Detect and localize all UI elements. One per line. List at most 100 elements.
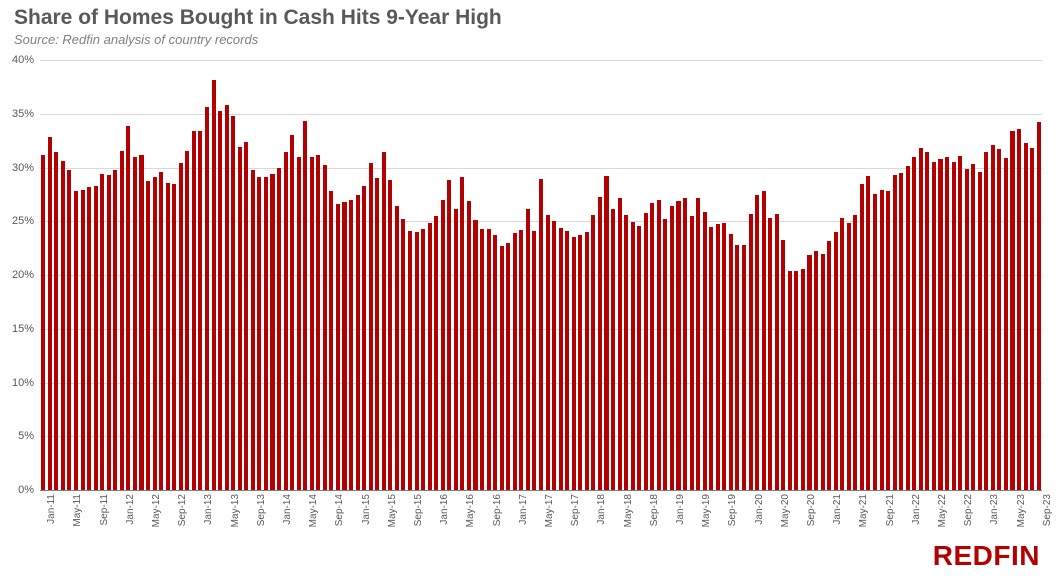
bar [185, 151, 189, 490]
bars [40, 60, 1042, 490]
x-axis-label: May-19 [701, 494, 712, 527]
bar [113, 170, 117, 490]
bar [762, 191, 766, 490]
bar [251, 170, 255, 490]
bar [1030, 148, 1034, 490]
bar [316, 155, 320, 490]
x-axis-label: May-18 [623, 494, 634, 527]
x-axis-label: Jan-23 [989, 494, 1000, 525]
y-axis-label: 0% [0, 484, 34, 496]
x-axis-label: Jan-19 [675, 494, 686, 525]
bar [572, 237, 576, 490]
bar [696, 198, 700, 490]
bar [978, 172, 982, 490]
bar [395, 206, 399, 490]
bar [821, 254, 825, 491]
bar [618, 198, 622, 490]
bar [827, 241, 831, 490]
bar [231, 116, 235, 490]
bar [729, 234, 733, 490]
bar [591, 215, 595, 490]
x-axis-label: May-12 [151, 494, 162, 527]
bar [166, 183, 170, 490]
x-axis-label: Jan-14 [282, 494, 293, 525]
bar [919, 148, 923, 490]
x-axis-label: Jan-21 [832, 494, 843, 525]
bar [362, 186, 366, 490]
bar [421, 229, 425, 490]
bar [139, 155, 143, 490]
bar [552, 221, 556, 490]
bar [441, 200, 445, 490]
bar [735, 245, 739, 490]
x-axis-label: May-15 [387, 494, 398, 527]
bar [899, 173, 903, 490]
bar [755, 195, 759, 490]
bar [539, 179, 543, 490]
bar [342, 202, 346, 490]
x-axis-label: Jan-16 [439, 494, 450, 525]
bar [120, 151, 124, 490]
bar [657, 200, 661, 490]
y-axis-label: 15% [0, 323, 34, 335]
gridline [40, 490, 1042, 491]
bar [460, 177, 464, 490]
bar [532, 231, 536, 490]
x-axis-label: May-23 [1016, 494, 1027, 527]
y-axis-label: 30% [0, 162, 34, 174]
bar [408, 231, 412, 490]
x-axis-label: Jan-12 [125, 494, 136, 525]
bar [172, 184, 176, 490]
bar [984, 152, 988, 490]
bar [991, 145, 995, 490]
bar [401, 219, 405, 490]
bar [369, 163, 373, 490]
x-axis-label: Sep-21 [885, 494, 896, 526]
x-axis-label: Jan-20 [754, 494, 765, 525]
bar [506, 243, 510, 490]
x-axis-label: Sep-15 [413, 494, 424, 526]
bar [356, 195, 360, 490]
bar [637, 226, 641, 490]
bar [670, 206, 674, 490]
bar [225, 105, 229, 490]
bar [912, 157, 916, 490]
bar [41, 155, 45, 490]
x-axis-label: Jan-13 [203, 494, 214, 525]
bar [565, 231, 569, 490]
bar [133, 157, 137, 490]
x-axis-label: Sep-13 [256, 494, 267, 526]
bar [611, 209, 615, 490]
plot-area: 0%5%10%15%20%25%30%35%40%Jan-11May-11Sep… [40, 60, 1042, 490]
bar [126, 126, 130, 490]
bar [487, 229, 491, 490]
bar [644, 213, 648, 490]
bar [48, 137, 52, 490]
x-axis-label: Jan-22 [911, 494, 922, 525]
bar [500, 246, 504, 490]
bar [801, 269, 805, 490]
bar [284, 152, 288, 490]
bar [336, 204, 340, 490]
x-axis-label: May-21 [858, 494, 869, 527]
bar [749, 214, 753, 490]
bar [794, 271, 798, 490]
y-axis-label: 35% [0, 108, 34, 120]
bar [938, 159, 942, 490]
bar [1004, 158, 1008, 490]
x-axis-label: May-22 [937, 494, 948, 527]
x-axis-label: Jan-18 [596, 494, 607, 525]
bar [107, 175, 111, 490]
bar [676, 201, 680, 490]
x-axis-label: Sep-11 [99, 494, 110, 526]
bar [198, 131, 202, 490]
bar [683, 198, 687, 490]
x-axis-label: Sep-19 [727, 494, 738, 526]
redfin-logo: REDFIN [933, 540, 1040, 572]
bar [493, 235, 497, 490]
x-axis-label: Sep-22 [963, 494, 974, 526]
bar [768, 218, 772, 490]
bar [663, 219, 667, 490]
x-axis-label: Sep-14 [334, 494, 345, 526]
bar [212, 80, 216, 490]
